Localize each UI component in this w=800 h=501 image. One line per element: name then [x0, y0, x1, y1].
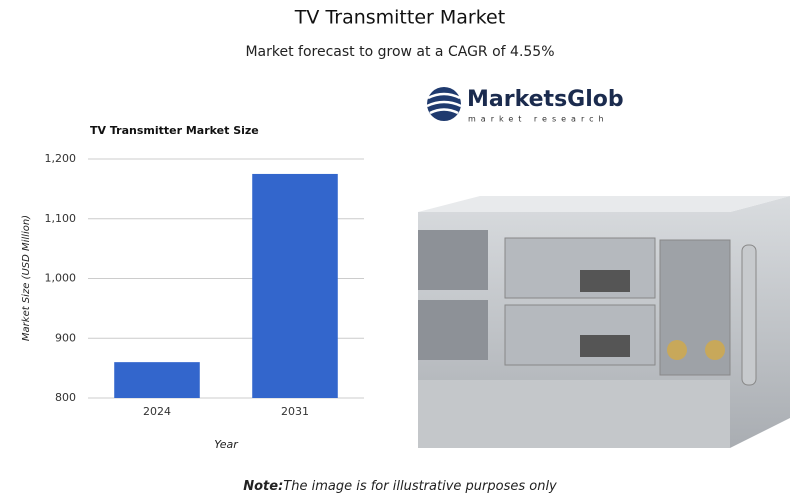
- chart-title: TV Transmitter Market Size: [90, 124, 259, 137]
- chassis-top: [418, 196, 790, 212]
- page-subtitle: Market forecast to grow at a CAGR of 4.5…: [245, 44, 554, 60]
- x-tick-label: 2024: [143, 405, 171, 418]
- x-axis-label: Year: [214, 438, 239, 451]
- page-title: TV Transmitter Market: [294, 7, 505, 29]
- panel: [418, 230, 488, 290]
- note-label: Note:: [243, 479, 283, 494]
- vent: [580, 335, 630, 357]
- x-tick-label: 2031: [281, 405, 309, 418]
- logo: MarketsGlob market research: [426, 87, 624, 124]
- connector: [705, 340, 725, 360]
- panel: [418, 300, 488, 360]
- connector: [667, 340, 687, 360]
- note: Note:The image is for illustrative purpo…: [243, 479, 557, 494]
- y-tick-label: 1,000: [45, 272, 77, 285]
- y-tick-label: 900: [55, 331, 76, 344]
- y-tick-label: 1,200: [45, 152, 77, 165]
- lower-unit: [418, 380, 730, 448]
- y-tick-label: 800: [55, 391, 76, 404]
- logo-icon-lines: [426, 92, 462, 115]
- y-tick-label: 1,100: [45, 212, 77, 225]
- logo-tagline: market research: [468, 115, 609, 124]
- vent: [580, 270, 630, 292]
- logo-name: MarketsGlob: [467, 87, 624, 112]
- bar: [252, 173, 338, 398]
- handle: [741, 244, 757, 386]
- chart: TV Transmitter Market Size Year Market S…: [21, 124, 364, 451]
- y-axis-label: Market Size (USD Million): [21, 215, 32, 341]
- bar: [114, 362, 200, 398]
- product-image: [418, 196, 790, 448]
- note-text: The image is for illustrative purposes o…: [283, 479, 557, 494]
